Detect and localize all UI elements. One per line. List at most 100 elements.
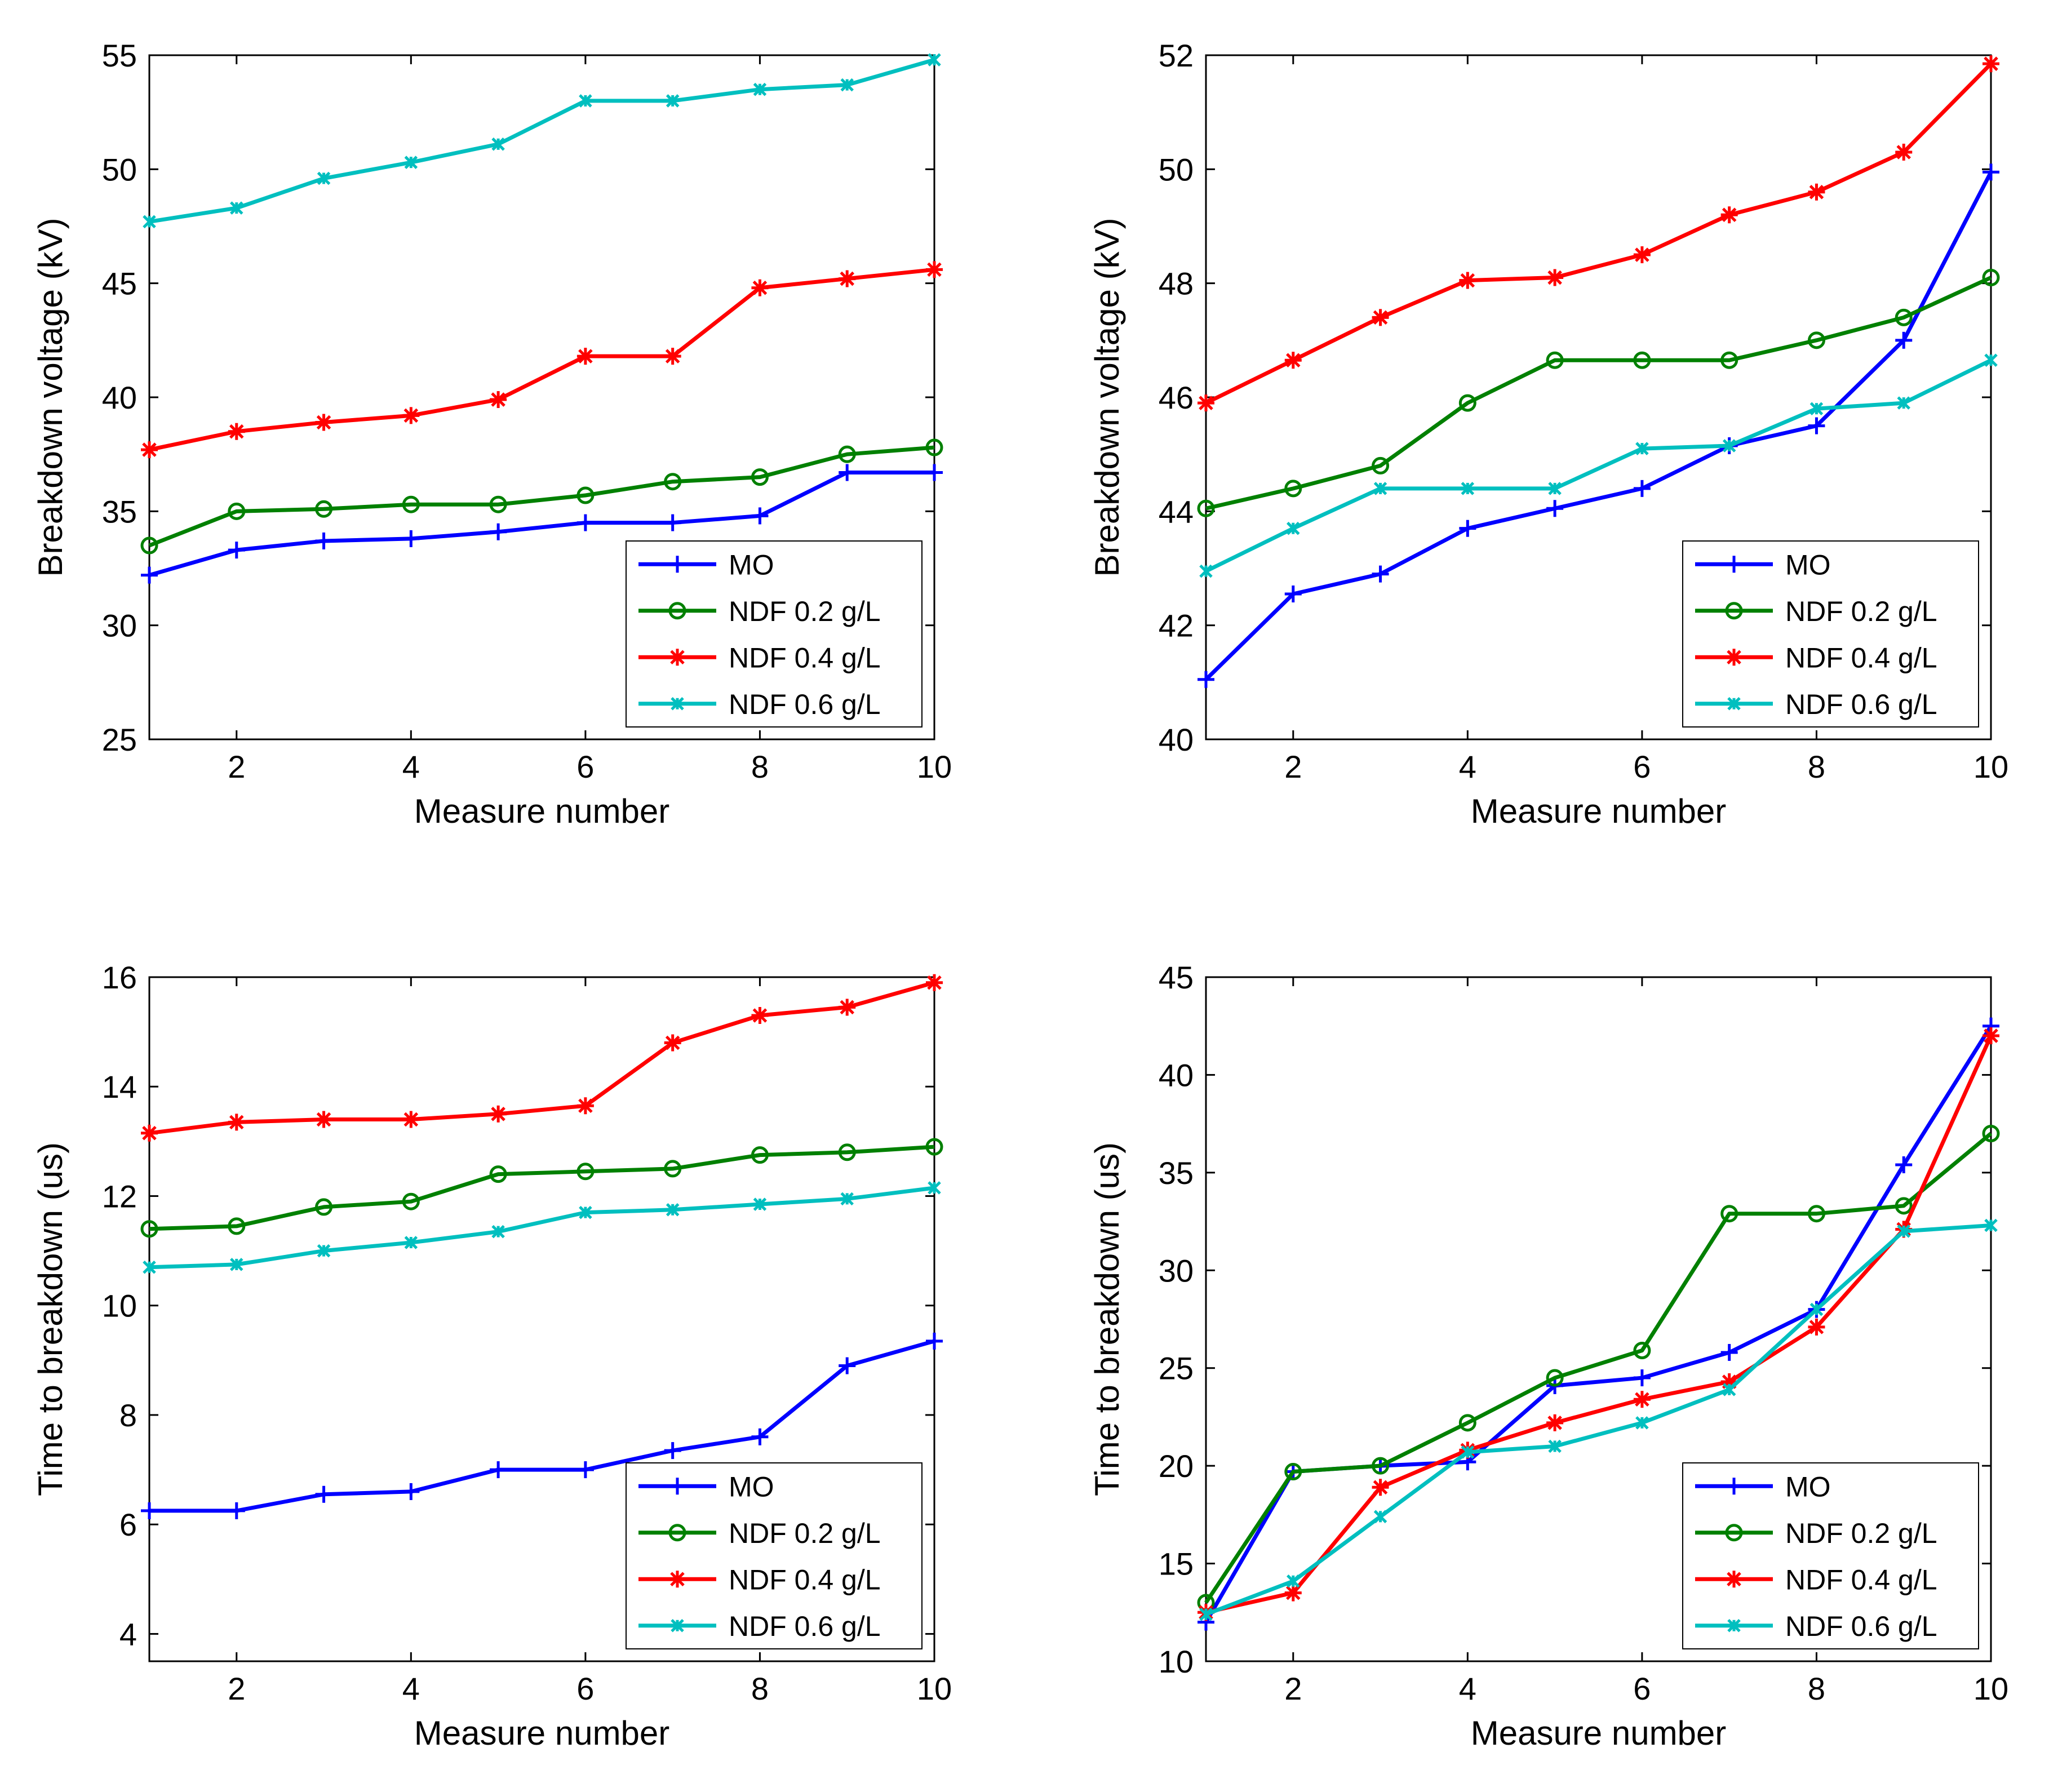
data-point	[402, 495, 420, 513]
series-2	[1197, 1124, 2000, 1612]
legend-label: NDF 0.2 g/L	[1785, 1518, 1937, 1549]
data-point	[140, 536, 158, 555]
data-point	[228, 1114, 245, 1131]
series-4	[143, 1181, 941, 1274]
x-tick-label: 4	[402, 749, 420, 784]
series-line	[149, 981, 935, 1135]
legend-box	[1682, 1462, 1979, 1649]
legend-item: NDF 0.6 g/L	[1695, 689, 1937, 720]
x-tick-label: 2	[1284, 1671, 1302, 1706]
y-tick-label: 48	[1159, 266, 1194, 301]
data-point	[751, 507, 769, 525]
series-1	[1198, 163, 1999, 688]
data-point	[1983, 1027, 1999, 1045]
x-tick-label: 4	[1459, 1671, 1476, 1706]
data-point	[141, 566, 158, 584]
data-point	[1548, 482, 1562, 495]
y-axis-label: Time to breakdown (us)	[1088, 1142, 1126, 1496]
legend-item: NDF 0.2 g/L	[1695, 596, 1937, 627]
data-point	[1809, 402, 1824, 416]
series-line	[149, 1339, 935, 1513]
legend-box	[1682, 540, 1979, 728]
data-point	[1982, 1124, 2000, 1142]
x-tick-label: 8	[751, 1671, 769, 1706]
y-tick-label: 10	[1159, 1644, 1194, 1679]
data-point	[1633, 1341, 1651, 1359]
data-point	[1633, 480, 1651, 497]
series-4	[1199, 353, 1998, 578]
data-point	[1720, 206, 1738, 224]
data-point	[576, 1163, 595, 1181]
legend: MO NDF 0.2 g/L NDF 0.4 g/L NDF 0.6 g/L	[1682, 540, 1979, 728]
legend-marker	[1725, 602, 1743, 620]
data-point	[1633, 1369, 1651, 1387]
chart-panel-4: 2 4 6 8 10 10 15 20 25 30 35 40 45 Measure number Time…	[1088, 960, 2008, 1752]
x-tick-label: 2	[228, 1671, 245, 1706]
data-point	[1459, 272, 1476, 289]
series-line	[149, 1186, 935, 1270]
legend-item: NDF 0.2 g/L	[638, 596, 881, 627]
data-point	[1635, 442, 1649, 455]
y-tick-label: 14	[102, 1069, 137, 1105]
x-axis-label: Measure number	[414, 792, 670, 830]
x-tick-label: 10	[917, 1671, 952, 1706]
data-point	[839, 464, 856, 481]
data-point	[141, 1502, 158, 1519]
legend-label: NDF 0.6 g/L	[1785, 1611, 1937, 1642]
y-tick-label: 35	[1159, 1155, 1194, 1191]
data-point	[1720, 1205, 1738, 1223]
data-point	[839, 999, 856, 1016]
legend-item: NDF 0.6 g/L	[638, 1611, 881, 1642]
data-point	[925, 438, 943, 456]
data-point	[1198, 394, 1214, 412]
data-point	[925, 1138, 943, 1156]
legend-item: MO	[638, 549, 774, 580]
data-point	[1809, 1302, 1824, 1316]
data-point	[317, 1244, 331, 1258]
data-point	[1895, 143, 1913, 161]
legend-marker	[1726, 1571, 1742, 1588]
data-point	[315, 500, 333, 518]
legend-label: NDF 0.2 g/L	[1785, 596, 1937, 627]
series-2	[1197, 269, 2000, 517]
data-point	[1722, 439, 1736, 453]
data-point	[926, 261, 943, 278]
x-tick-label: 8	[751, 749, 769, 784]
y-tick-label: 10	[102, 1288, 137, 1324]
series-3	[141, 261, 943, 459]
data-point	[1546, 1369, 1564, 1387]
series-line	[1204, 1132, 1993, 1604]
y-tick-label: 40	[1159, 722, 1194, 757]
data-point	[1897, 396, 1910, 410]
x-tick-label: 2	[228, 749, 245, 784]
legend-box	[626, 540, 923, 728]
data-point	[1633, 1391, 1651, 1408]
data-point	[1284, 480, 1302, 498]
legend-marker	[1726, 556, 1742, 573]
data-point	[576, 1461, 594, 1479]
legend-label: NDF 0.6 g/L	[1785, 689, 1937, 720]
y-tick-label: 46	[1159, 380, 1194, 415]
data-point	[838, 1143, 856, 1161]
data-point	[576, 514, 594, 531]
data-point	[579, 94, 592, 108]
legend-item: MO	[638, 1471, 774, 1502]
legend-marker	[668, 1524, 686, 1542]
y-tick-label: 45	[102, 266, 137, 301]
legend-box	[626, 1462, 923, 1649]
series-line	[149, 267, 935, 452]
y-tick-label: 52	[1159, 38, 1194, 73]
series-line	[1205, 1035, 1993, 1614]
data-point	[1546, 500, 1564, 517]
data-point	[490, 391, 507, 409]
legend-label: NDF 0.4 g/L	[729, 1564, 881, 1595]
y-tick-label: 40	[1159, 1057, 1194, 1093]
x-tick-label: 8	[1808, 749, 1825, 784]
legend-item: NDF 0.4 g/L	[1695, 642, 1937, 673]
legend-label: NDF 0.6 g/L	[729, 689, 881, 720]
data-point	[1548, 1439, 1562, 1453]
data-point	[402, 407, 420, 424]
data-point	[1546, 269, 1564, 286]
data-point	[926, 974, 943, 991]
legend-marker	[669, 556, 686, 573]
